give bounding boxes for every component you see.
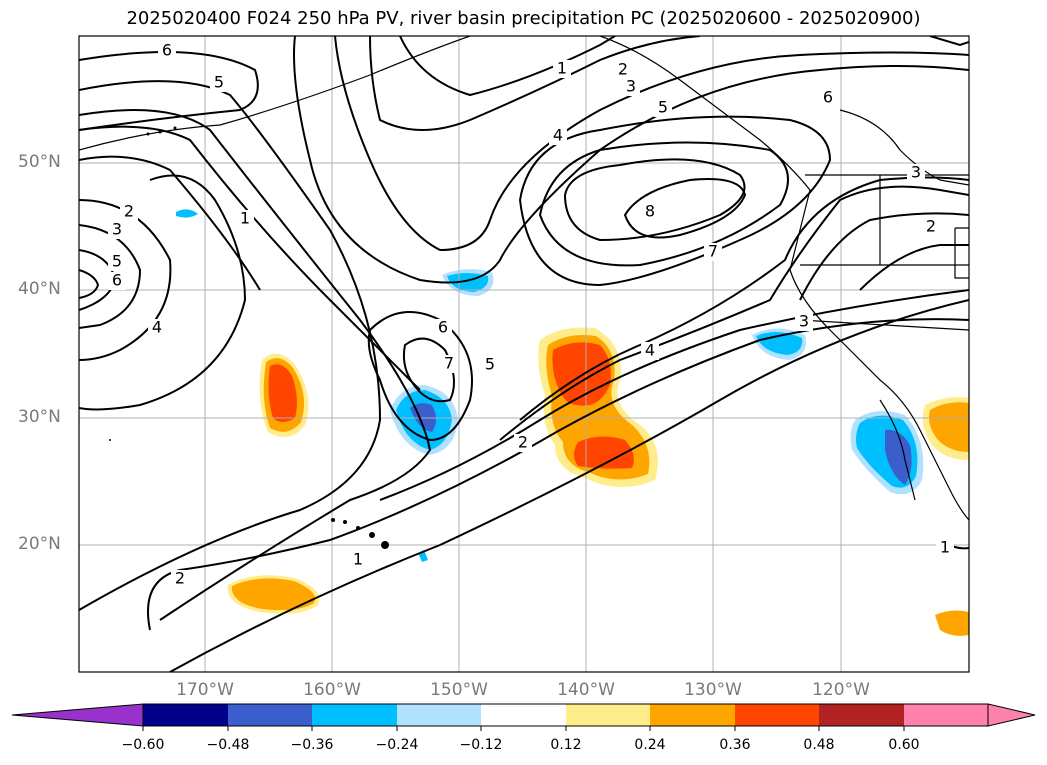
coastlines (79, 36, 969, 521)
lon-label: 140°W (557, 680, 615, 700)
colorbar-swatch (312, 704, 397, 726)
contour-label: 2 (518, 433, 528, 452)
contour-label: 3 (799, 312, 809, 331)
contour-labels: 6 5 1 2 3 5 4 6 8 7 2 3 5 6 4 1 6 7 5 2 … (108, 41, 954, 588)
lat-label: 20°N (18, 534, 61, 554)
colorbar-tick-label: −0.60 (121, 737, 165, 753)
colorbar (11, 703, 1036, 731)
lon-label: 120°W (812, 680, 870, 700)
positive-blob-baja (922, 397, 969, 460)
contour-label: 1 (557, 59, 567, 78)
contour-label: 6 (112, 271, 122, 290)
map-title: 2025020400 F024 250 hPa PV, river basin … (126, 8, 921, 29)
contour-label: 5 (214, 73, 224, 92)
colorbar-tick-label: 0.24 (634, 737, 666, 753)
colorbar-swatch (566, 704, 650, 726)
lat-label: 30°N (18, 407, 61, 427)
contour-label: 3 (626, 77, 636, 96)
colorbar-extend-high (987, 703, 1036, 727)
colorbar-swatch (228, 704, 312, 726)
contour-label: 7 (708, 242, 718, 261)
positive-blob-south (227, 575, 320, 614)
contour-label: 5 (658, 98, 668, 117)
colorbar-swatch (904, 704, 988, 726)
contour-label: 1 (353, 550, 363, 569)
contour-label: 2 (618, 60, 628, 79)
map-frame (78, 35, 970, 673)
colorbar-swatch (397, 704, 481, 726)
precip-shading (176, 209, 969, 636)
colorbar-tick-label: −0.12 (459, 737, 503, 753)
contour-label: 4 (553, 126, 563, 145)
lon-label: 150°W (430, 680, 488, 700)
colorbar-swatch (819, 704, 904, 726)
contour-label: 6 (823, 88, 833, 107)
pv-contours (79, 36, 969, 672)
positive-blob-mexico (935, 610, 969, 636)
islands (109, 126, 389, 549)
colorbar-swatch (735, 704, 819, 726)
lon-label: 160°W (303, 680, 361, 700)
colorbar-swatch (650, 704, 735, 726)
colorbar-tick-label: −0.24 (375, 737, 419, 753)
contour-label: 8 (645, 202, 655, 221)
contour-label: 7 (444, 354, 454, 373)
contour-label: 5 (485, 355, 495, 374)
lat-label: 50°N (18, 152, 61, 172)
gridlines (79, 36, 969, 672)
contour-label: 2 (926, 217, 936, 236)
colorbar-tick-label: −0.48 (206, 737, 250, 753)
contour-label: 4 (645, 341, 655, 360)
contour-label: 4 (152, 318, 162, 337)
lat-label: 40°N (18, 279, 61, 299)
colorbar-tick-label: −0.36 (290, 737, 334, 753)
contour-label: 6 (162, 41, 172, 60)
contour-label: 3 (911, 163, 921, 182)
lon-label: 130°W (684, 680, 742, 700)
contour-label: 6 (438, 318, 448, 337)
colorbar-swatch (143, 704, 228, 726)
positive-blob-west (259, 353, 309, 438)
colorbar-extend-low (11, 703, 144, 727)
contour-label: 1 (240, 209, 250, 228)
colorbar-tick-label: 0.60 (888, 737, 920, 753)
contour-label: 2 (175, 569, 185, 588)
contour-label: 2 (124, 202, 134, 221)
negative-blob-mexico (850, 411, 924, 495)
contour-label: 1 (940, 538, 950, 557)
colorbar-tick-label: 0.48 (803, 737, 835, 753)
colorbar-swatch (481, 704, 566, 726)
contour-label: 3 (112, 220, 122, 239)
colorbar-tick-label: 0.12 (550, 737, 582, 753)
lon-label: 170°W (176, 680, 234, 700)
contour-label: 5 (112, 252, 122, 271)
colorbar-tick-label: 0.36 (719, 737, 751, 753)
